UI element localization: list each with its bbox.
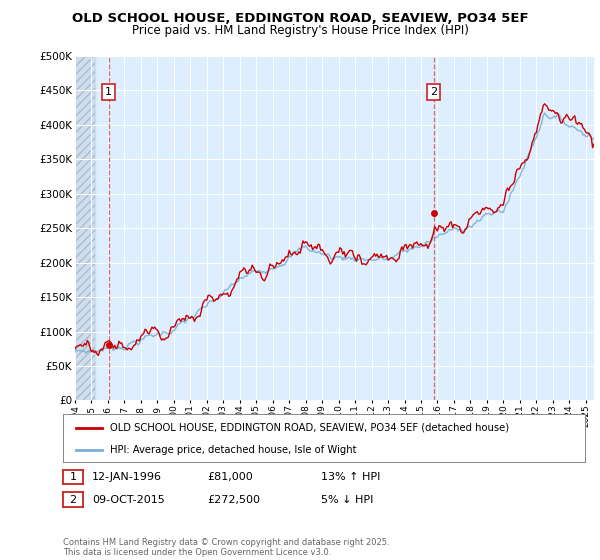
Text: 13% ↑ HPI: 13% ↑ HPI — [321, 472, 380, 482]
Text: £81,000: £81,000 — [207, 472, 253, 482]
Text: 5% ↓ HPI: 5% ↓ HPI — [321, 494, 373, 505]
Bar — [75, 56, 95, 400]
Bar — [75, 56, 95, 400]
Text: 12-JAN-1996: 12-JAN-1996 — [92, 472, 162, 482]
Text: HPI: Average price, detached house, Isle of Wight: HPI: Average price, detached house, Isle… — [110, 445, 356, 455]
Text: OLD SCHOOL HOUSE, EDDINGTON ROAD, SEAVIEW, PO34 5EF (detached house): OLD SCHOOL HOUSE, EDDINGTON ROAD, SEAVIE… — [110, 423, 509, 433]
Text: 1: 1 — [105, 87, 112, 97]
Text: 1: 1 — [70, 472, 76, 482]
Text: £272,500: £272,500 — [207, 494, 260, 505]
Text: 09-OCT-2015: 09-OCT-2015 — [92, 494, 164, 505]
Text: 2: 2 — [70, 494, 76, 505]
Text: Price paid vs. HM Land Registry's House Price Index (HPI): Price paid vs. HM Land Registry's House … — [131, 24, 469, 37]
Text: Contains HM Land Registry data © Crown copyright and database right 2025.
This d: Contains HM Land Registry data © Crown c… — [63, 538, 389, 557]
Text: OLD SCHOOL HOUSE, EDDINGTON ROAD, SEAVIEW, PO34 5EF: OLD SCHOOL HOUSE, EDDINGTON ROAD, SEAVIE… — [71, 12, 529, 25]
Text: 2: 2 — [430, 87, 437, 97]
